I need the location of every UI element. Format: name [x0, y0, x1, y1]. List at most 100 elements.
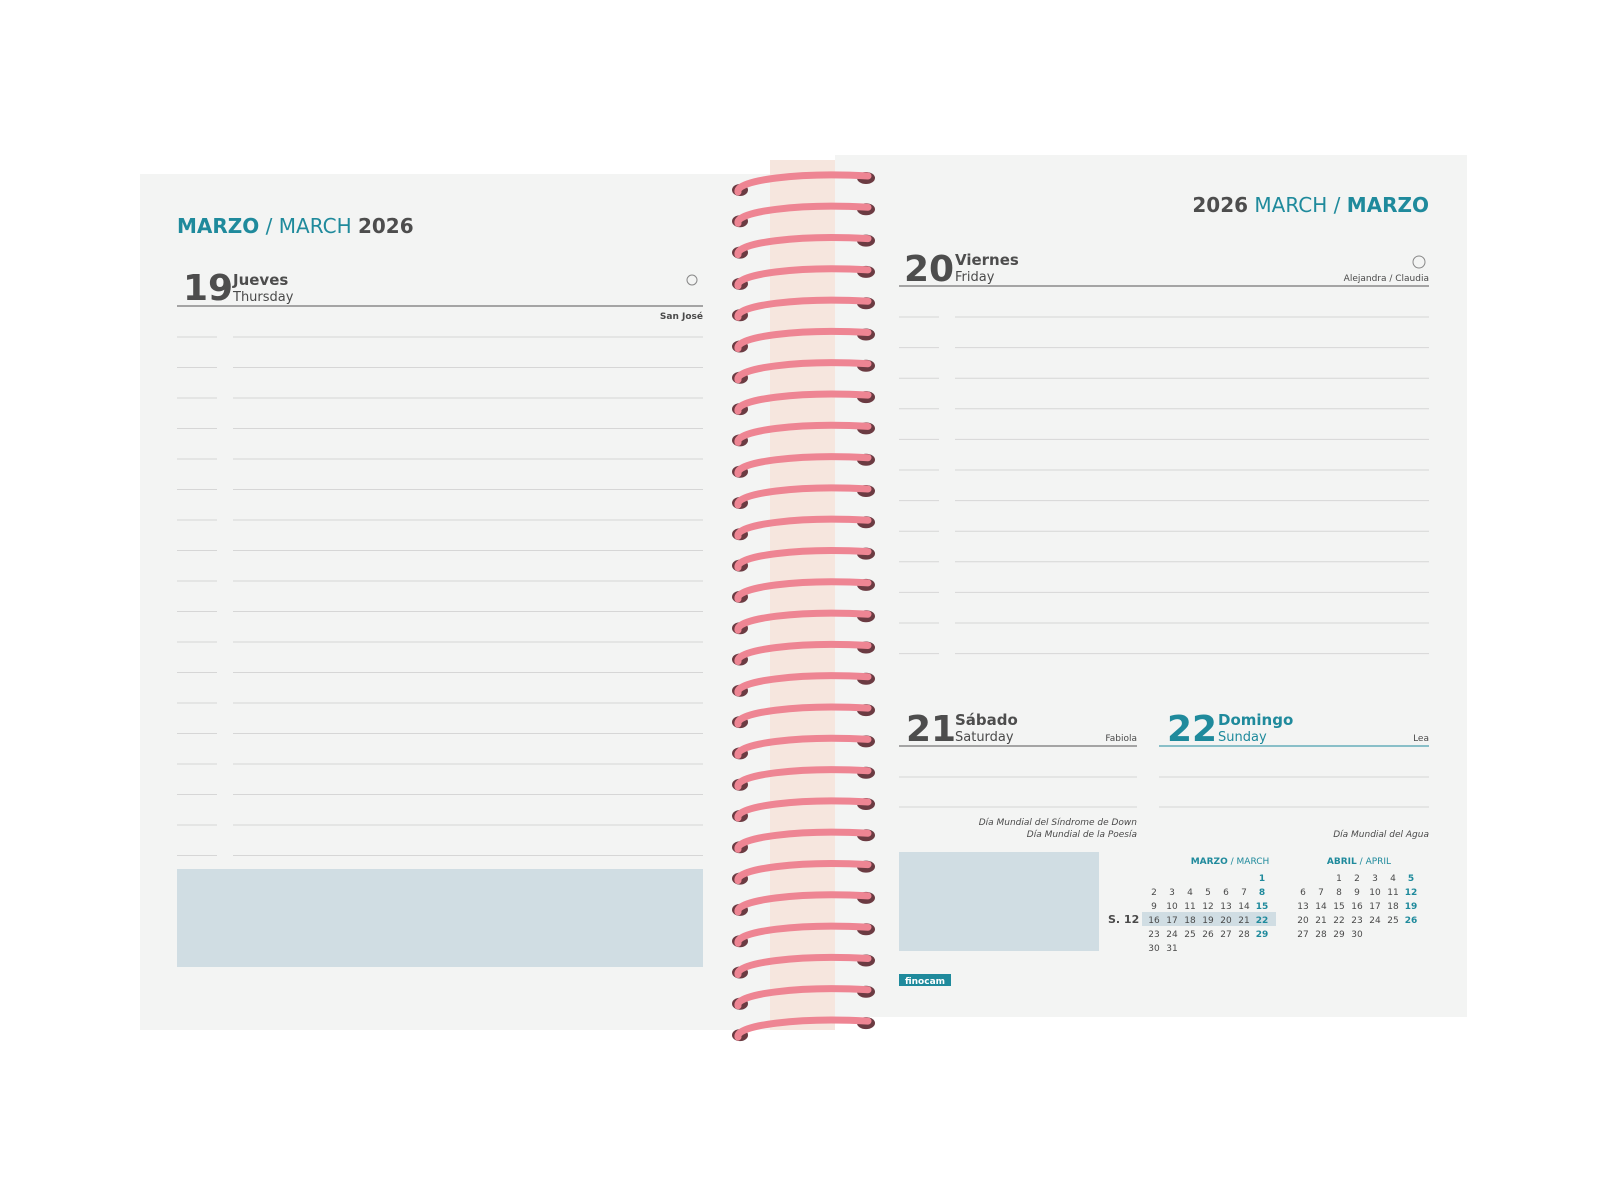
brand-logo — [899, 974, 951, 986]
day-name-en: Sunday — [1218, 730, 1267, 745]
coil — [734, 202, 872, 227]
calendar-title: MARZO / MARCH — [1191, 857, 1270, 867]
coil — [734, 171, 872, 196]
person-icon — [686, 274, 698, 286]
calendar-day: 11 — [1387, 888, 1398, 898]
coil — [734, 860, 872, 885]
coil — [734, 797, 872, 822]
calendar-day: 5 — [1205, 888, 1211, 898]
note: Día Mundial de la Poesía — [1027, 830, 1137, 840]
calendar-day: 21 — [1238, 916, 1249, 926]
calendar-day: 26 — [1405, 916, 1418, 926]
calendar-title-part: ABRIL — [1327, 857, 1357, 867]
notes-box — [899, 852, 1099, 951]
day-number: 20 — [904, 249, 954, 290]
note: Día Mundial del Agua — [1333, 830, 1429, 840]
calendar-day: 29 — [1333, 930, 1345, 940]
calendar-day: 30 — [1148, 944, 1160, 954]
calendar-day: 24 — [1166, 930, 1178, 940]
week-label: S. 12 — [1108, 913, 1139, 926]
coil — [734, 296, 872, 321]
calendar-day: 25 — [1184, 930, 1195, 940]
calendar-day: 9 — [1151, 902, 1157, 912]
month-en: MARCH — [279, 214, 352, 238]
calendar-day: 17 — [1166, 916, 1177, 926]
saint: Lea — [1413, 734, 1429, 744]
calendar-day: 21 — [1315, 916, 1326, 926]
calendar-day: 1 — [1336, 874, 1342, 884]
coil — [734, 985, 872, 1010]
coil — [734, 672, 872, 697]
year: 2026 — [358, 214, 414, 238]
calendar-title-part: / — [1231, 857, 1235, 867]
calendar-day: 13 — [1297, 902, 1308, 912]
calendar-day: 20 — [1220, 916, 1232, 926]
calendar-day: 31 — [1166, 944, 1177, 954]
notes-box — [177, 869, 703, 967]
calendar-day: 23 — [1148, 930, 1159, 940]
coil — [734, 578, 872, 603]
calendar-day: 29 — [1256, 930, 1269, 940]
calendar-day: 18 — [1184, 916, 1196, 926]
coil — [734, 891, 872, 916]
spiral — [732, 171, 875, 1042]
calendar-day: 26 — [1202, 930, 1214, 940]
calendar-day: 19 — [1202, 916, 1214, 926]
coil — [734, 515, 872, 540]
calendar-day: 22 — [1256, 916, 1269, 926]
coil — [734, 609, 872, 634]
calendar-day: 15 — [1256, 902, 1269, 912]
coil — [734, 953, 872, 978]
calendar-title: ABRIL / APRIL — [1327, 857, 1391, 867]
brand: finocam — [905, 977, 945, 987]
calendar-day: 25 — [1387, 916, 1398, 926]
coil — [734, 265, 872, 290]
coil — [734, 327, 872, 352]
coil — [734, 1016, 872, 1041]
coil — [734, 703, 872, 728]
day-name-en: Friday — [955, 270, 995, 285]
calendar-day: 22 — [1333, 916, 1344, 926]
day-name: Domingo — [1218, 711, 1293, 729]
saint: Fabiola — [1105, 734, 1137, 744]
flower-icon — [1412, 255, 1426, 269]
calendar-day: 4 — [1390, 874, 1396, 884]
saint: San José — [660, 311, 703, 322]
calendar-day: 8 — [1259, 888, 1265, 898]
calendar-day: 8 — [1336, 888, 1342, 898]
calendar-day: 19 — [1405, 902, 1418, 912]
coil — [734, 453, 872, 478]
day-name: Sábado — [955, 711, 1018, 729]
calendar-day: 17 — [1369, 902, 1380, 912]
calendar-title-part: APRIL — [1366, 857, 1392, 867]
day-name: Viernes — [955, 251, 1019, 269]
day-number: 21 — [906, 709, 956, 750]
calendar-day: 7 — [1241, 888, 1247, 898]
calendar-day: 10 — [1166, 902, 1178, 912]
calendar-day: 11 — [1184, 902, 1195, 912]
calendar-day: 30 — [1351, 930, 1363, 940]
month-en: MARCH — [1254, 193, 1327, 217]
ruled-lines — [177, 316, 1429, 856]
coil — [734, 234, 872, 259]
day-name-en: Thursday — [232, 290, 294, 305]
coil — [734, 390, 872, 415]
calendar-day: 16 — [1351, 902, 1363, 912]
calendar-day: 13 — [1220, 902, 1231, 912]
coil — [734, 359, 872, 384]
day-number: 19 — [183, 268, 233, 309]
calendar-day: 7 — [1318, 888, 1324, 898]
calendar-title-part: MARCH — [1237, 857, 1270, 867]
sep: / — [266, 214, 273, 238]
calendar-day: 1 — [1259, 874, 1265, 884]
coil — [734, 766, 872, 791]
note: Día Mundial del Síndrome de Down — [979, 818, 1138, 828]
calendar-day: 27 — [1297, 930, 1308, 940]
saint: Alejandra / Claudia — [1344, 274, 1429, 284]
calendar-day: 10 — [1369, 888, 1381, 898]
calendar-day: 28 — [1238, 930, 1250, 940]
calendar-day: 16 — [1148, 916, 1160, 926]
month-es: MARZO — [177, 214, 259, 238]
calendar-day: 9 — [1354, 888, 1360, 898]
